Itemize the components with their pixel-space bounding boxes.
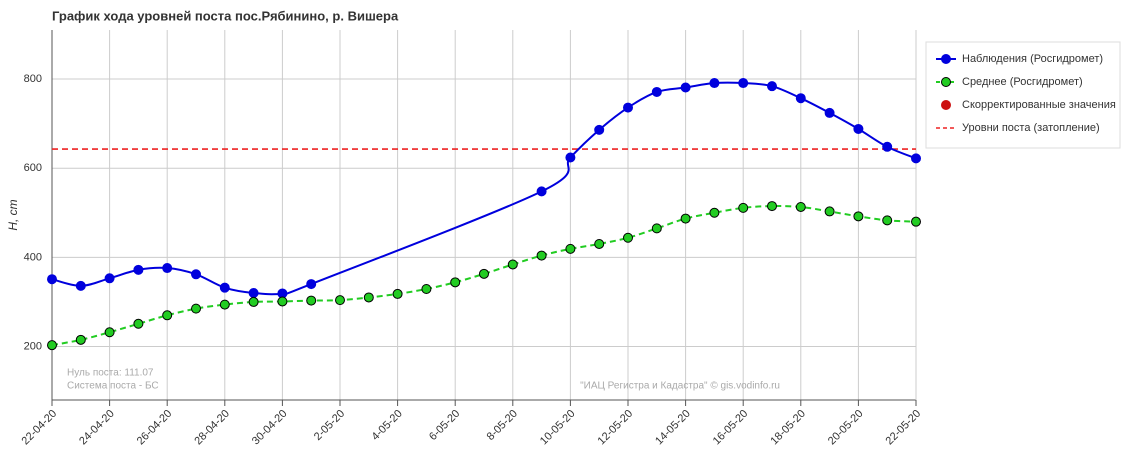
annotation: Нуль поста: 111.07 — [67, 368, 154, 379]
data-point — [824, 107, 835, 118]
legend-swatch — [941, 100, 951, 110]
data-point — [507, 259, 518, 270]
data-point — [882, 141, 893, 152]
legend-label: Скорректированные значения — [962, 99, 1116, 111]
data-point — [75, 334, 86, 345]
data-point — [767, 81, 777, 92]
x-tick-label: 18-05-20 — [768, 408, 808, 448]
x-tick-label: 30-04-20 — [250, 408, 290, 448]
y-tick-label: 200 — [24, 340, 42, 352]
data-point — [47, 274, 57, 285]
data-point — [680, 213, 691, 224]
data-point — [335, 295, 345, 306]
x-tick-label: 8-05-20 — [485, 408, 520, 443]
data-point — [133, 264, 144, 275]
data-point — [104, 327, 115, 338]
chart-title: График хода уровней поста пос.Рябинино, … — [52, 8, 399, 23]
y-tick-label: 800 — [24, 73, 42, 85]
data-point — [795, 201, 806, 212]
data-point — [47, 340, 57, 351]
data-point — [75, 280, 86, 291]
x-tick-label: 14-05-20 — [653, 408, 693, 448]
annotation: Система поста - БС — [67, 381, 159, 392]
data-point — [277, 296, 288, 307]
x-tick-label: 4-05-20 — [369, 408, 404, 443]
data-point — [248, 296, 259, 307]
data-point — [738, 202, 749, 213]
data-point — [392, 288, 403, 299]
x-tick-label: 22-05-20 — [884, 408, 924, 448]
data-point — [479, 268, 489, 279]
data-point — [565, 243, 576, 254]
data-point — [219, 299, 230, 310]
x-tick-label: 6-05-20 — [427, 408, 462, 443]
x-tick-label: 12-05-20 — [596, 408, 636, 448]
annotation: "ИАЦ Регистра и Кадастра" © gis.vodinfo.… — [580, 381, 780, 392]
data-point — [853, 211, 864, 222]
x-tick-label: 28-04-20 — [192, 408, 232, 448]
y-tick-label: 600 — [24, 162, 42, 174]
data-point — [738, 78, 749, 89]
y-tick-label: 400 — [24, 251, 42, 263]
data-point — [680, 82, 691, 93]
data-point — [536, 250, 547, 261]
legend-swatch — [941, 54, 951, 64]
data-point — [623, 232, 633, 243]
data-point — [450, 277, 461, 288]
data-point — [219, 282, 230, 293]
series-line — [51, 81, 917, 296]
legend-swatch — [941, 77, 951, 87]
data-point — [651, 86, 662, 97]
x-tick-label: 20-05-20 — [826, 408, 866, 448]
data-point — [594, 124, 605, 135]
data-point — [191, 303, 201, 314]
data-point — [363, 292, 374, 303]
data-point — [651, 223, 662, 234]
data-point — [191, 269, 201, 280]
data-point — [709, 207, 720, 218]
data-point — [306, 295, 317, 306]
data-point — [565, 152, 576, 163]
data-point — [795, 93, 806, 104]
data-point — [104, 273, 115, 284]
x-tick-label: 2-05-20 — [312, 408, 347, 443]
data-point — [911, 153, 921, 164]
legend-label: Наблюдения (Росгидромет) — [962, 53, 1103, 65]
data-point — [767, 201, 777, 212]
x-tick-label: 24-04-20 — [77, 408, 117, 448]
data-point — [162, 310, 173, 321]
data-point — [248, 288, 259, 299]
data-point — [536, 186, 547, 197]
data-point — [594, 238, 605, 249]
x-tick-label: 26-04-20 — [135, 408, 175, 448]
legend-label: Среднее (Росгидромет) — [962, 76, 1083, 88]
data-point — [709, 78, 720, 89]
data-point — [133, 318, 144, 329]
x-tick-label: 10-05-20 — [538, 408, 578, 448]
y-axis-label: H, cm — [6, 199, 20, 230]
x-tick-label: 16-05-20 — [711, 408, 751, 448]
data-point — [162, 263, 173, 274]
x-tick-label: 22-04-20 — [20, 408, 60, 448]
data-point — [623, 102, 633, 113]
legend-label: Уровни поста (затопление) — [962, 122, 1100, 134]
legend-box — [925, 41, 1121, 149]
data-point — [853, 123, 864, 134]
data-point — [824, 206, 835, 217]
data-point — [306, 279, 317, 290]
data-point — [911, 216, 921, 227]
data-point — [882, 215, 893, 226]
data-point — [421, 284, 432, 294]
